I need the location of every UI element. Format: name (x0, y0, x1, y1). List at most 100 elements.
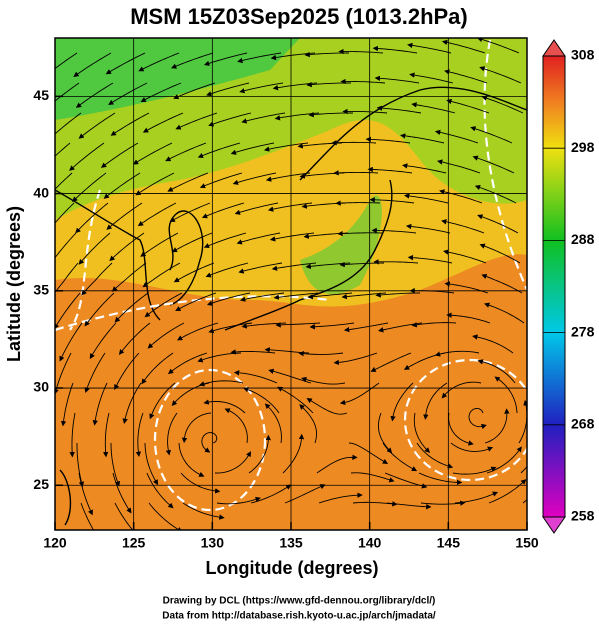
y-tick-label: 45 (33, 87, 49, 103)
streamline (343, 322, 389, 333)
streamline (477, 214, 519, 234)
streamline (110, 442, 121, 487)
streamline (241, 112, 286, 124)
streamline (367, 166, 413, 174)
streamline (167, 352, 208, 375)
streamline (448, 412, 474, 446)
streamline (477, 359, 516, 384)
streamline (402, 163, 447, 174)
streamline (169, 202, 211, 222)
streamline (454, 491, 499, 504)
streamline (403, 193, 449, 204)
streamline (102, 412, 110, 458)
streamline (73, 52, 112, 77)
streamline (374, 75, 420, 84)
streamline (118, 322, 151, 355)
streamline (335, 200, 381, 206)
coastline (168, 210, 204, 306)
x-tick-label: 140 (358, 535, 382, 551)
streamline (239, 82, 284, 94)
colorbar-tick-label: 268 (571, 416, 595, 432)
streamline (76, 442, 85, 488)
streamline (237, 52, 282, 64)
streamline (233, 370, 278, 384)
streamline (409, 72, 454, 84)
streamline (114, 352, 140, 391)
streamline (369, 197, 415, 204)
streamline (275, 322, 321, 328)
streamline (55, 292, 81, 330)
streamline (373, 259, 419, 265)
streamline (452, 466, 497, 475)
streamline (89, 322, 117, 360)
streamline (486, 446, 522, 474)
streamline (306, 398, 348, 415)
streamline (142, 262, 181, 288)
x-tick-label: 145 (437, 535, 461, 551)
streamline (165, 412, 178, 456)
streamline (372, 45, 418, 54)
colorbar-min-arrow (542, 516, 566, 534)
colorbar-tick-label: 278 (571, 323, 595, 339)
streamline (350, 472, 395, 483)
streamline (481, 273, 523, 294)
streamline (333, 170, 379, 176)
streamline (181, 412, 212, 444)
streamline (214, 451, 252, 474)
streamline (474, 184, 517, 204)
streamline (234, 202, 279, 215)
streamline (138, 52, 180, 72)
coastline (59, 469, 72, 526)
streamline (418, 472, 463, 486)
streamline (60, 382, 74, 427)
streamline (318, 492, 363, 504)
streamline (59, 322, 83, 362)
streamline (238, 262, 283, 274)
streamline (135, 412, 144, 458)
streamline (105, 52, 146, 75)
streamline (442, 249, 487, 264)
streamline (111, 262, 147, 292)
streamline (437, 159, 481, 174)
x-tick-label: 125 (122, 535, 146, 551)
streamline (173, 262, 215, 283)
streamline (468, 407, 487, 430)
streamline (55, 82, 80, 102)
streamline (178, 442, 205, 477)
streamline (175, 112, 218, 130)
streamline (55, 202, 75, 224)
colorbar-tick-label: 258 (571, 508, 595, 524)
streamline (55, 52, 78, 70)
streamline (203, 232, 247, 249)
streamline (416, 442, 454, 469)
streamline (407, 254, 453, 264)
streamline (382, 442, 418, 472)
map-field (55, 38, 527, 530)
streamline (479, 66, 522, 84)
streamline (208, 112, 252, 127)
colorbar-tick-label: 298 (571, 139, 595, 155)
streamline (199, 172, 243, 189)
streamline (484, 408, 510, 444)
streamline (470, 126, 513, 144)
x-tick-label: 120 (43, 535, 67, 551)
streamline (434, 350, 480, 357)
streamline (264, 403, 282, 444)
streamline (413, 412, 431, 453)
streamline (407, 42, 452, 54)
streamline (338, 48, 384, 55)
streamline (55, 352, 72, 395)
streamline (232, 172, 277, 185)
streamline (171, 232, 213, 253)
streamline (69, 412, 76, 458)
streamline (400, 133, 445, 144)
streamline (446, 98, 490, 114)
streamline (137, 202, 177, 227)
streamline (298, 351, 344, 357)
streamline (201, 432, 218, 453)
isobar (153, 368, 267, 512)
x-tick-label: 135 (279, 535, 303, 551)
streamline (201, 202, 245, 219)
streamline (176, 322, 219, 341)
streamline (365, 136, 411, 144)
